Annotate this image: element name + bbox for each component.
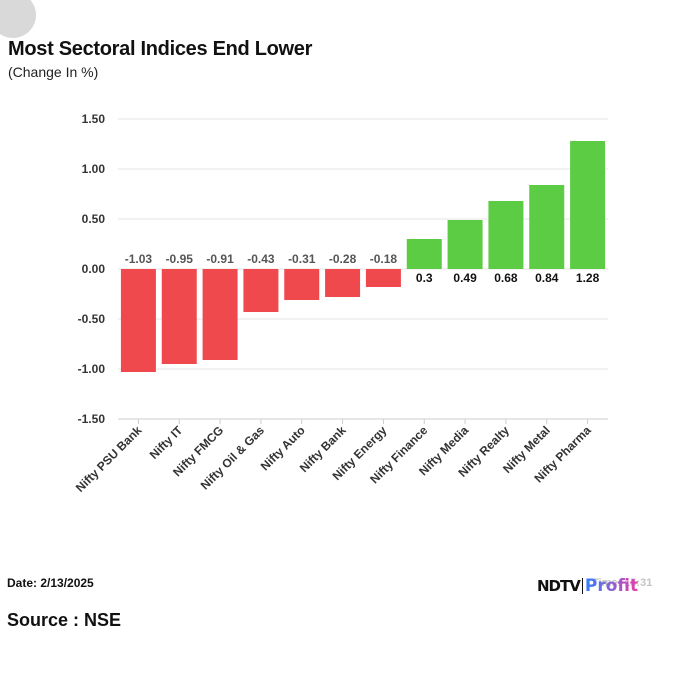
ndtv-profit-logo: NDTV Profit xyxy=(537,576,638,596)
y-tick-label: 0.50 xyxy=(82,212,106,226)
data-label: 0.84 xyxy=(535,271,559,285)
data-label: 0.49 xyxy=(453,271,477,285)
chart-title: Most Sectoral Indices End Lower xyxy=(8,38,313,60)
data-label: -0.31 xyxy=(288,252,316,266)
source-label: Source : NSE xyxy=(7,610,122,630)
data-label: -0.28 xyxy=(329,252,357,266)
logo-profit: Profit xyxy=(584,576,639,596)
y-tick-label: -1.00 xyxy=(78,362,106,376)
y-tick-label: -0.50 xyxy=(78,312,106,326)
bar xyxy=(120,269,156,372)
bar xyxy=(284,269,320,300)
data-label: 0.68 xyxy=(494,271,518,285)
y-tick-label: -1.50 xyxy=(78,412,106,426)
date-label: Date: 2/13/2025 xyxy=(7,576,94,590)
bar xyxy=(243,269,279,312)
y-tick-label: 0.00 xyxy=(82,262,106,276)
bar xyxy=(406,239,442,269)
time-label: Time: 15:31 xyxy=(592,577,653,589)
data-label: 1.28 xyxy=(576,271,600,285)
bar xyxy=(529,185,565,269)
y-tick-label: 1.50 xyxy=(82,112,106,126)
bar xyxy=(202,269,238,360)
x-tick-label: Nifty PSU Bank xyxy=(73,423,145,495)
data-label: -0.43 xyxy=(247,252,275,266)
data-label: -0.95 xyxy=(166,252,194,266)
chart-subtitle: (Change In %) xyxy=(8,64,99,80)
bar-chart: 1.50 1.00 0.50 0.00 -0.50 -1.00 -1.50 -1.03 Nift… xyxy=(73,112,608,495)
x-tick-label: Nifty IT xyxy=(147,423,186,462)
bar xyxy=(570,141,606,269)
data-label: 0.3 xyxy=(416,271,433,285)
data-label: -0.91 xyxy=(206,252,234,266)
bar xyxy=(365,269,401,287)
logo-divider xyxy=(581,578,583,594)
data-label: -1.03 xyxy=(125,252,153,266)
bar xyxy=(161,269,197,364)
bar xyxy=(488,201,524,269)
data-label: -0.18 xyxy=(370,252,398,266)
bar xyxy=(325,269,361,297)
y-tick-label: 1.00 xyxy=(82,162,106,176)
bar xyxy=(447,220,483,269)
logo-ndtv: NDTV xyxy=(537,577,581,595)
